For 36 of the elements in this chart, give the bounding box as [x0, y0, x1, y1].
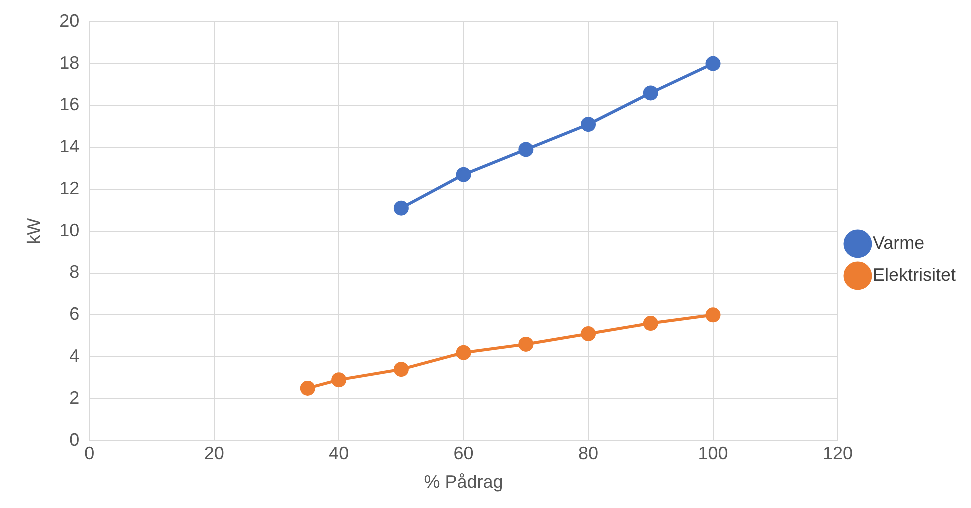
point: [518, 336, 534, 352]
y-tick-label: 20: [60, 10, 80, 31]
x-axis-title: % Pådrag: [424, 472, 504, 492]
x-tick-label: 100: [698, 444, 728, 464]
legend-label: Varme: [872, 232, 925, 253]
point: [581, 117, 596, 132]
y-tick-label: 8: [70, 262, 80, 282]
legend-label: Elektrisitet: [872, 264, 956, 285]
point: [300, 380, 316, 396]
y-tick-label: 4: [70, 346, 80, 366]
y-tick-label: 2: [70, 388, 80, 408]
point: [706, 56, 721, 72]
point: [643, 86, 658, 101]
x-tick-label: 80: [578, 444, 599, 464]
y-tick-label: 16: [60, 94, 80, 115]
point: [581, 326, 596, 342]
point: [394, 362, 409, 378]
y-tick-label: 10: [60, 220, 80, 240]
point: [394, 200, 409, 216]
y-axis-title: kW: [24, 218, 44, 244]
point: [456, 167, 472, 182]
x-tick-label: 20: [204, 444, 224, 464]
x-tick-label: 40: [329, 444, 350, 464]
point: [456, 345, 472, 360]
point: [706, 308, 721, 323]
y-tick-label: 12: [60, 178, 80, 198]
y-tick-label: 6: [70, 304, 80, 324]
point: [332, 372, 347, 388]
x-tick-label: 0: [84, 444, 95, 464]
x-tick-label: 120: [822, 444, 853, 464]
point: [643, 316, 658, 332]
y-tick-label: 18: [60, 52, 80, 73]
x-tick-label: 60: [454, 444, 474, 464]
y-tick-label: 14: [60, 136, 80, 157]
point: [518, 142, 534, 158]
y-tick-label: 0: [70, 430, 80, 450]
